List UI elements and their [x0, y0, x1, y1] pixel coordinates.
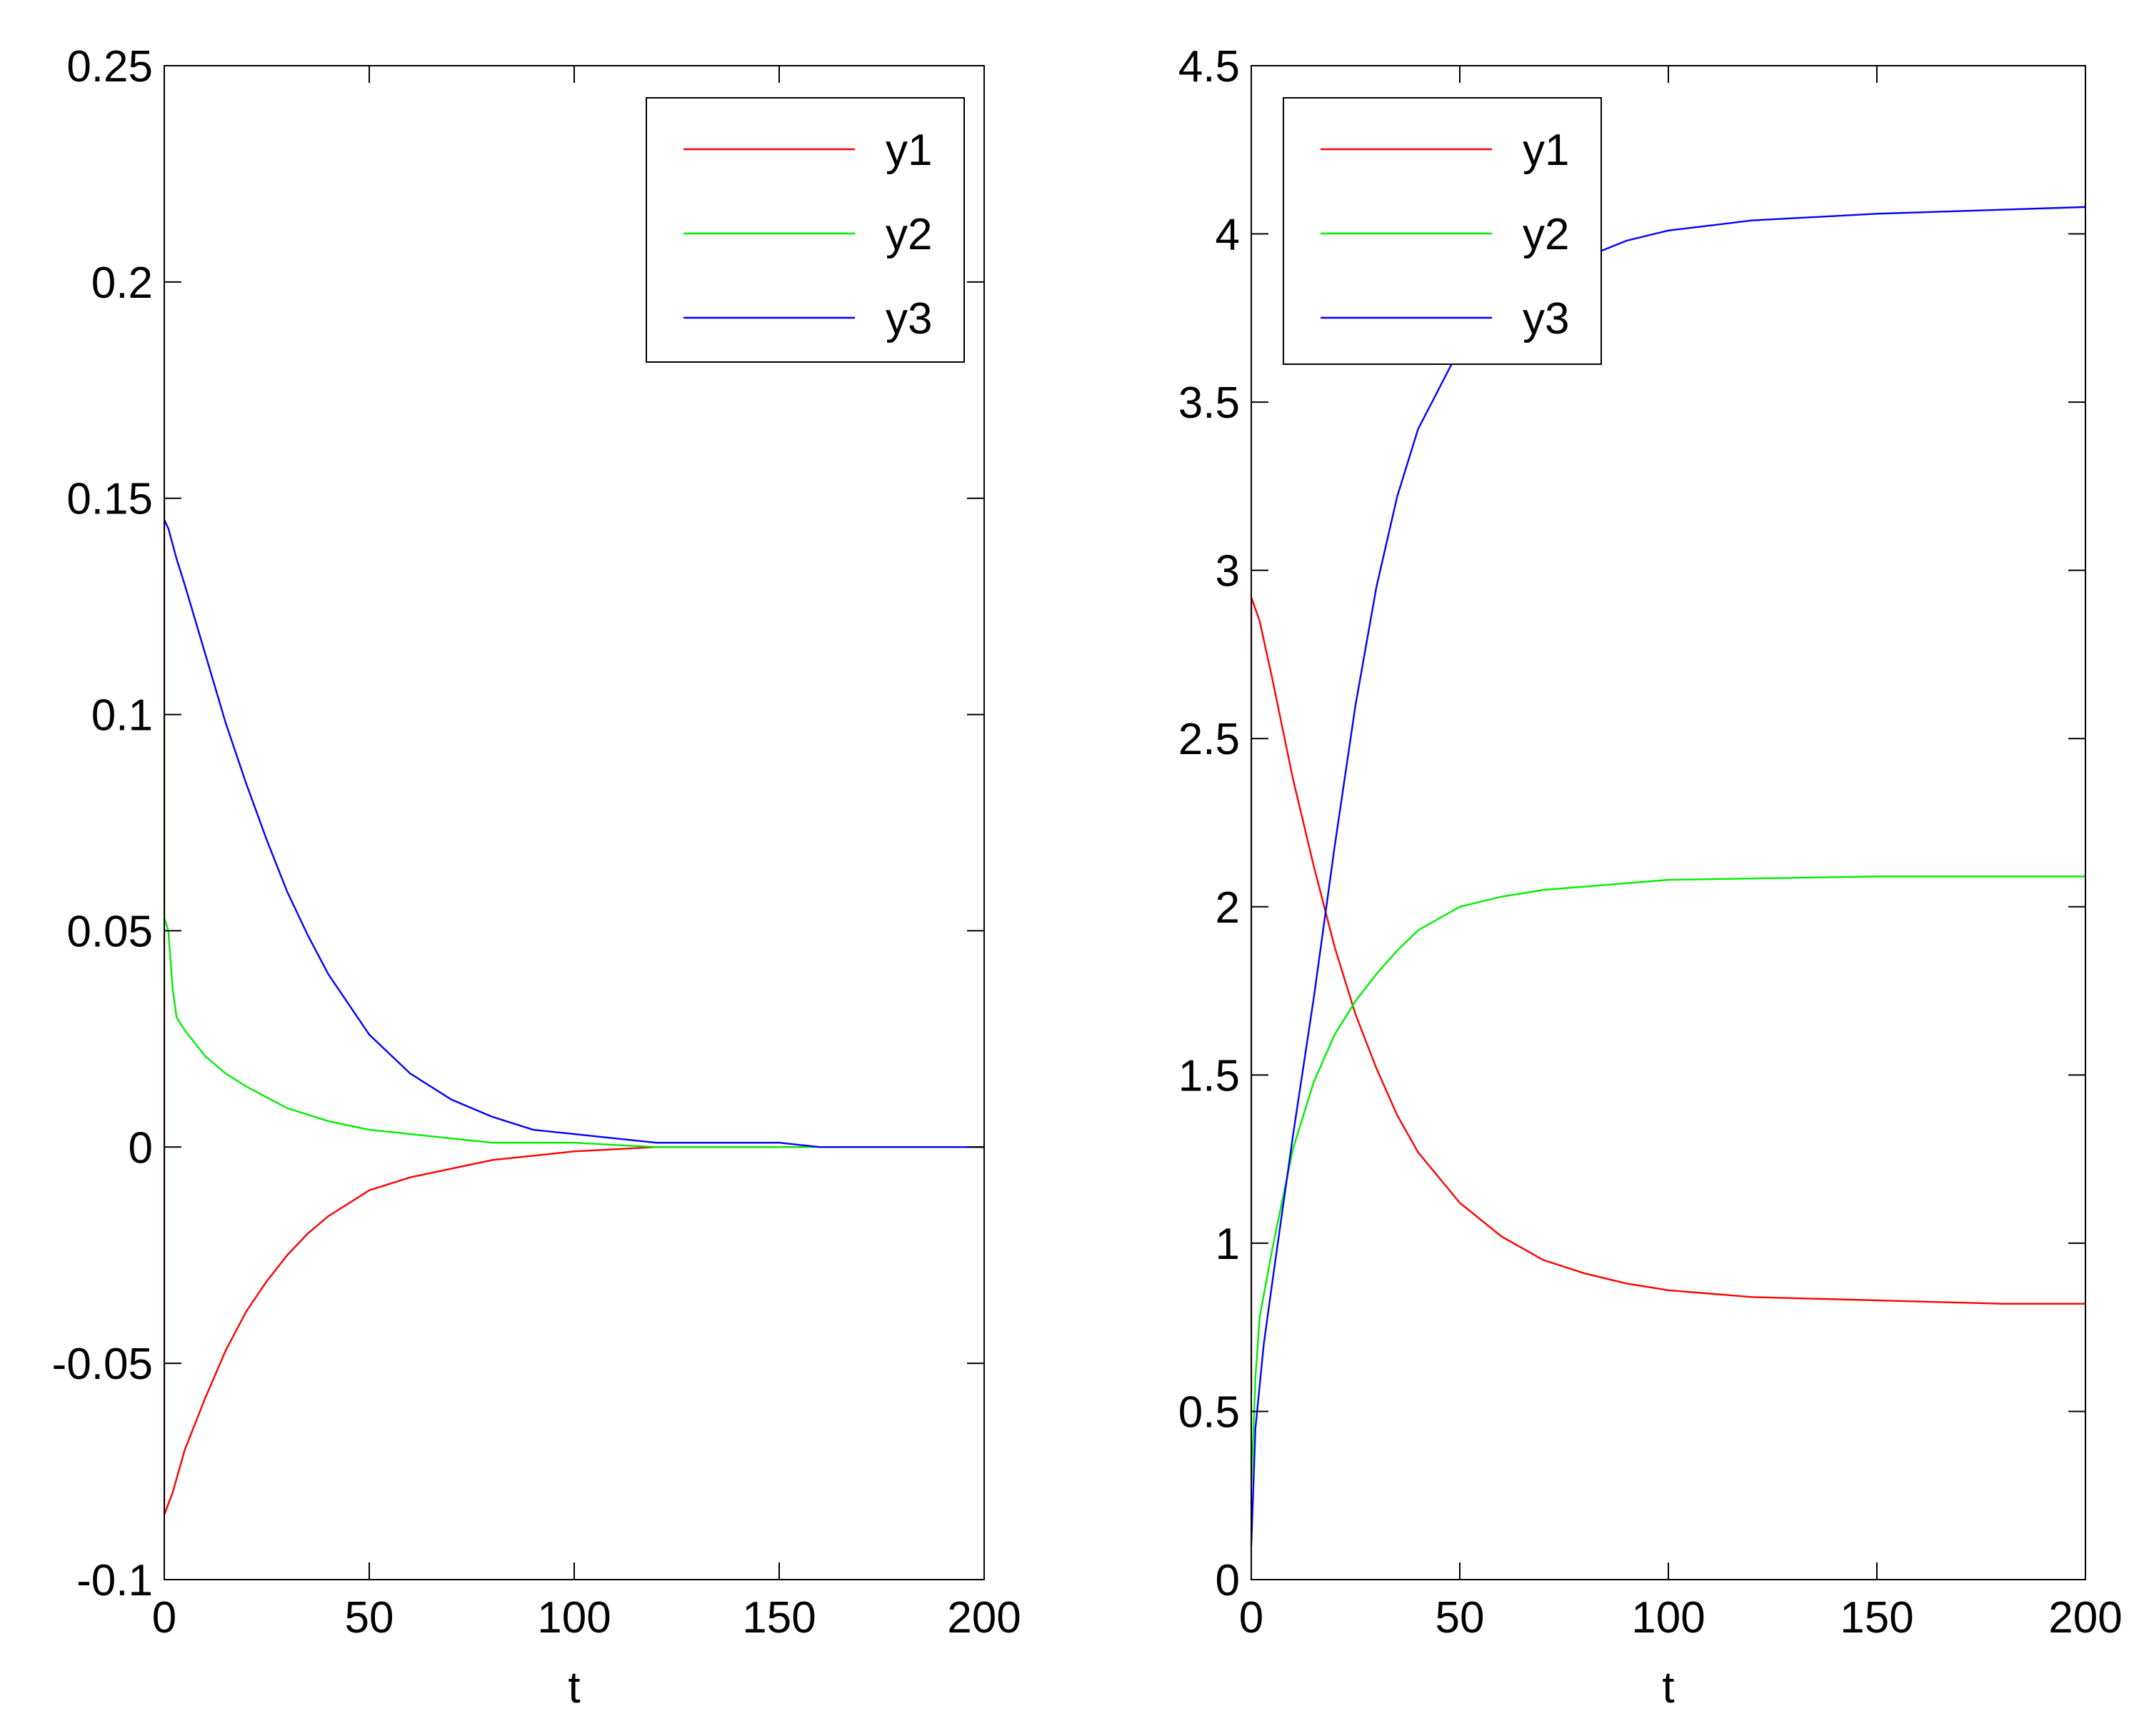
legend-label-y2: y2: [886, 210, 932, 259]
y-tick-label: 4.5: [1178, 42, 1240, 91]
y-tick-label: 1.5: [1178, 1051, 1240, 1100]
x-tick-label: 50: [345, 1593, 394, 1642]
legend: y1 y2 y3: [1283, 97, 1602, 365]
legend-label-y3: y3: [1523, 294, 1569, 343]
y-tick-label: -0.05: [52, 1340, 153, 1389]
y-tick-label: 0.2: [91, 259, 153, 308]
y-tick-label: 2: [1216, 883, 1240, 933]
legend: y1 y2 y3: [646, 97, 965, 363]
y-tick-label: 0.05: [66, 907, 153, 956]
x-tick-label: 150: [742, 1593, 816, 1642]
x-tick-label: 200: [2048, 1593, 2122, 1642]
x-axis-label: t: [1662, 1663, 1674, 1712]
x-tick-label: 150: [1840, 1593, 1913, 1642]
y-tick-label: 0: [1216, 1556, 1240, 1605]
series-line-y1: [164, 498, 984, 1515]
left-chart-panel: 0 50 100 150 200 -0.1 -0.05 0 0.05 0.1 0.15 0.2 0.25…: [52, 42, 1021, 1712]
y-tick-label: 4: [1216, 211, 1240, 260]
series-line-y3: [164, 519, 984, 1148]
y-tick-label: -0.1: [76, 1556, 153, 1605]
series-line-y3: [1251, 206, 2085, 1546]
x-tick-label: 0: [1239, 1593, 1263, 1642]
right-chart-panel: 0 50 100 150 200 0 0.5 1 1.5 2 2.5 3 3.5 4 4.5 t y1 y2 y3: [1178, 42, 2123, 1712]
x-tick-label: 0: [152, 1593, 176, 1642]
series-line-y1: [1251, 596, 2085, 1395]
x-tick-label: 100: [537, 1593, 611, 1642]
x-tick-label: 200: [947, 1593, 1021, 1642]
series-line-y2: [164, 714, 984, 1148]
y-tick-label: 1: [1216, 1220, 1240, 1269]
series-line-y2: [1251, 875, 2085, 1486]
legend-label-y2: y2: [1523, 210, 1569, 259]
y-tick-label: 0: [129, 1123, 153, 1173]
legend-box: [1283, 97, 1602, 365]
y-tick-label: 3: [1216, 547, 1240, 596]
x-tick-label: 50: [1436, 1593, 1485, 1642]
y-tick-label: 0.5: [1178, 1388, 1240, 1437]
legend-label-y1: y1: [1523, 126, 1569, 175]
y-tick-label: 2.5: [1178, 715, 1240, 764]
x-tick-label: 100: [1631, 1593, 1705, 1642]
legend-label-y3: y3: [886, 294, 932, 343]
y-tick-label: 3.5: [1178, 378, 1240, 428]
x-axis-label: t: [568, 1663, 580, 1712]
y-tick-label: 0.15: [66, 475, 153, 524]
legend-label-y1: y1: [886, 126, 932, 175]
y-tick-label: 0.1: [91, 691, 153, 741]
y-tick-label: 0.25: [66, 42, 153, 91]
